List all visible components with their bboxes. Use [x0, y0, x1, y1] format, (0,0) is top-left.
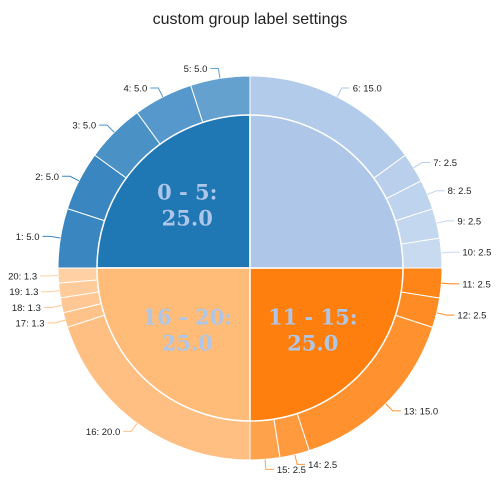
- inner-slice-4: [96, 267, 251, 422]
- leader-line-16: [123, 423, 138, 432]
- outer-label-18: 18: 1.3: [12, 303, 41, 314]
- outer-label-19: 19: 1.3: [9, 287, 38, 298]
- group-label-3: 11 - 15: 25.0: [268, 305, 358, 356]
- leader-line-2: [62, 175, 80, 182]
- outer-label-10: 10: 2.5: [462, 248, 491, 259]
- inner-slice-2: [249, 114, 404, 269]
- outer-label-1: 1: 5.0: [16, 232, 40, 243]
- leader-line-7: [413, 161, 431, 169]
- outer-label-4: 4: 5.0: [124, 84, 148, 95]
- leader-line-8: [427, 190, 445, 195]
- group-labels: 0 - 5: 25.0 16 - 20: 25.0 11 - 15: 25.0 6 - 10…: [142, 179, 357, 355]
- outer-label-2: 2: 5.0: [35, 172, 59, 183]
- outer-label-9: 9: 2.5: [457, 216, 481, 227]
- outer-label-6: 6: 15.0: [353, 84, 382, 95]
- leader-line-11: [441, 282, 460, 285]
- outer-label-12: 12: 2.5: [457, 311, 486, 322]
- group-label-1: 0 - 5: 25.0: [157, 179, 217, 230]
- leader-line-4: [150, 87, 164, 98]
- inner-slice-3: [249, 267, 404, 422]
- outer-labels: 5: 5.0 4: 5.0 3: 5.0 2: 5.0 1: 5.0 20: 1.3 19:…: [8, 64, 491, 476]
- leader-line-10: [441, 251, 460, 254]
- outer-label-5: 5: 5.0: [184, 64, 208, 75]
- leader-line-12: [436, 312, 455, 316]
- outer-label-17: 17: 1.3: [16, 318, 45, 329]
- group-label-4: 16 - 20: 25.0: [142, 305, 232, 356]
- outer-label-11: 11: 2.5: [462, 279, 490, 290]
- inner-slice-1: [96, 114, 251, 269]
- outer-ring: [57, 75, 443, 461]
- leader-line-17: [47, 319, 66, 324]
- leader-line-14: [294, 454, 306, 465]
- outer-label-14: 14: 2.5: [308, 460, 337, 471]
- outer-label-13: 13: 15.0: [404, 406, 438, 417]
- outer-label-8: 8: 2.5: [448, 186, 472, 197]
- outer-label-7: 7: 2.5: [433, 158, 457, 169]
- leader-line-9: [436, 220, 455, 224]
- leader-line-1: [42, 235, 61, 239]
- inner-ring: [96, 114, 404, 422]
- outer-label-16: 16: 20.0: [86, 427, 120, 438]
- chart-title: custom group label settings: [153, 11, 348, 28]
- leader-line-5: [210, 67, 221, 79]
- outer-label-20: 20: 1.3: [8, 271, 37, 282]
- group-label-2: 6 - 10: 25.0: [275, 179, 350, 230]
- leader-line-15: [264, 459, 274, 470]
- leader-line-19: [41, 290, 60, 293]
- leader-line-3: [99, 124, 115, 133]
- leader-line-13: [385, 403, 401, 412]
- leader-line-6: [336, 87, 350, 98]
- outer-label-15: 15: 2.5: [277, 465, 306, 476]
- outer-label-3: 3: 5.0: [72, 121, 96, 132]
- leader-line-18: [43, 304, 62, 308]
